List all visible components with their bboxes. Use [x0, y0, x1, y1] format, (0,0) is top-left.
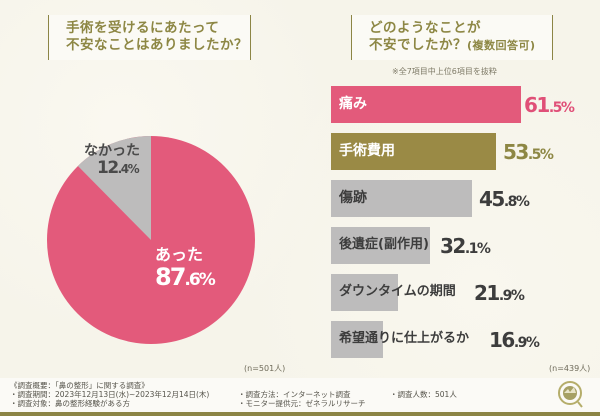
pie-label-yes: あった — [155, 245, 204, 264]
bar-row-result: 希望通りに仕上がるか 16.9% — [331, 321, 591, 358]
bar-row-downtime: ダウンタイムの期間 21.9% — [331, 274, 591, 311]
survey-period: ・調査期間：2023年12月13日(水)~2023年12月14日(木) — [10, 390, 210, 399]
bar-value-pain: 61.5% — [524, 93, 575, 120]
pie-value-no: 12.4% — [97, 158, 140, 178]
bar-result — [331, 321, 383, 358]
bar-side-effects — [331, 227, 430, 264]
bar-pain — [331, 86, 521, 123]
bar-value-cost-dec: .5% — [527, 147, 554, 163]
right-question-line2: 不安でしたか？ — [369, 37, 467, 53]
survey-count: ・調査人数：501人 — [390, 390, 457, 399]
left-question-box: 手術を受けるにあたって 不安なことはありましたか？ — [48, 15, 251, 60]
left-question-line2: 不安なことはありましたか？ — [66, 37, 248, 53]
pie-value-yes-int: 87 — [155, 263, 186, 291]
right-question-suffix: (複数回答可) — [467, 39, 536, 52]
left-sample-size: (n=501人) — [244, 364, 286, 373]
bar-value-downtime: 21.9% — [474, 281, 525, 308]
survey-target: ・調査対象：鼻の整形経験がある方 — [10, 399, 130, 408]
pie-value-no-int: 12 — [97, 158, 119, 178]
right-question-box: どのようなことが 不安でしたか？(複数回答可) — [351, 15, 553, 60]
bar-value-side-effects: 32.1% — [440, 234, 491, 261]
extraction-note: ※全7項目中上位6項目を抜粋 — [392, 67, 497, 76]
bar-row-pain: 痛み 61.5% — [331, 86, 591, 123]
bar-label-side-effects: 後遺症(副作用) — [339, 237, 429, 252]
survey-overview: 《調査概要：「鼻の整形」に関する調査》 — [10, 381, 149, 390]
bar-value-side-effects-dec: .1% — [464, 241, 491, 257]
bar-row-scar: 傷跡 45.8% — [331, 180, 591, 217]
bar-downtime — [331, 274, 398, 311]
bar-value-result-dec: .9% — [513, 335, 540, 351]
bar-row-side-effects: 後遺症(副作用) 32.1% — [331, 227, 591, 264]
bar-label-downtime: ダウンタイムの期間 — [339, 284, 456, 299]
bar-value-scar-dec: .8% — [503, 194, 530, 210]
bar-value-result: 16.9% — [489, 328, 540, 355]
bar-value-scar: 45.8% — [479, 187, 530, 214]
bar-value-cost-int: 53 — [503, 140, 529, 164]
pie-slice-no — [77, 136, 151, 240]
right-question-title: どのようなことが 不安でしたか？(複数回答可) — [369, 20, 536, 54]
bar-value-pain-dec: .5% — [548, 100, 575, 116]
survey-method: ・調査方法：インターネット調査 — [238, 390, 351, 399]
right-sample-size: (n=439人) — [549, 364, 591, 373]
footer-rule — [0, 412, 600, 416]
left-question-title: 手術を受けるにあたって 不安なことはありましたか？ — [66, 20, 248, 54]
research-logo-icon — [558, 381, 583, 408]
pie-value-yes: 87.6% — [155, 263, 216, 291]
survey-footer: 《調査概要：「鼻の整形」に関する調査》 ・調査期間：2023年12月13日(水)… — [0, 378, 600, 412]
bar-value-cost: 53.5% — [503, 140, 554, 167]
bar-label-result: 希望通りに仕上がるか — [339, 331, 470, 346]
bar-cost — [331, 133, 496, 170]
pie-value-no-dec: .4% — [117, 162, 140, 176]
bar-label-cost: 手術費用 — [339, 143, 395, 159]
bar-value-result-int: 16 — [489, 328, 515, 352]
bar-label-pain: 痛み — [339, 96, 367, 112]
pie-chart — [47, 136, 255, 344]
bar-scar — [331, 180, 472, 217]
bar-value-pain-int: 61 — [524, 93, 550, 117]
survey-provider: ・モニター提供元：ゼネラルリサーチ — [238, 399, 366, 408]
pie-label-no: なかった — [84, 143, 140, 159]
bar-value-downtime-int: 21 — [474, 281, 500, 305]
bar-label-scar: 傷跡 — [339, 190, 367, 206]
bar-value-scar-int: 45 — [479, 187, 505, 211]
left-question-line1: 手術を受けるにあたって — [66, 20, 220, 36]
right-question-line1: どのようなことが — [369, 20, 481, 36]
pie-value-yes-dec: .6% — [184, 270, 215, 290]
bar-value-downtime-dec: .9% — [498, 288, 525, 304]
bar-row-cost: 手術費用 53.5% — [331, 133, 591, 170]
bar-value-side-effects-int: 32 — [440, 234, 466, 258]
